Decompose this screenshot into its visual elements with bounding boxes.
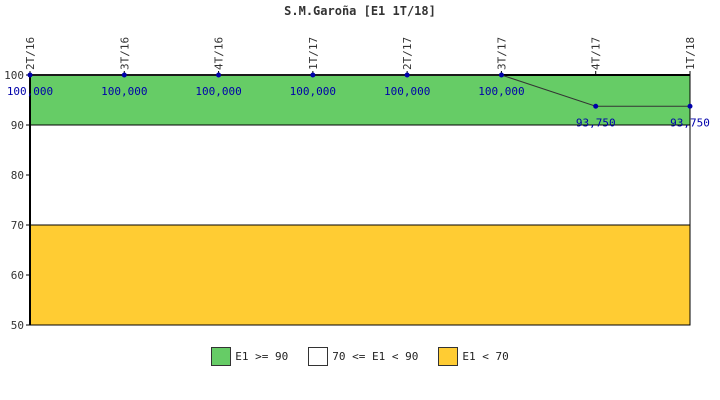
series-line-0 — [30, 74, 690, 107]
y-tick-label-5: 100 — [4, 69, 24, 82]
data-point-7 — [687, 103, 693, 109]
data-label-5: 100,000 — [478, 85, 524, 98]
data-point-1 — [121, 72, 127, 78]
data-label-6: 93,750 — [576, 116, 616, 129]
legend-swatch-1 — [308, 346, 329, 366]
data-point-0 — [27, 72, 33, 78]
band-1 — [29, 124, 691, 226]
data-label-2: 100,000 — [195, 85, 241, 98]
data-label-1: 100,000 — [101, 85, 147, 98]
legend-swatch-2 — [438, 346, 459, 366]
legend-swatch-0 — [211, 346, 232, 366]
data-point-3 — [310, 72, 316, 78]
x-tick-label-0: 2T/16 — [24, 37, 37, 70]
data-label-7: 93,750 — [670, 116, 710, 129]
legend: E1 >= 90 70 <= E1 < 90 E1 < 70 — [0, 344, 720, 368]
data-label-3: 100,000 — [290, 85, 336, 98]
series-layer — [27, 72, 693, 109]
legend-item-1: 70 <= E1 < 90 — [308, 346, 419, 366]
x-tick-label-1: 3T/16 — [118, 37, 131, 70]
x-tick-label-2: 4T/16 — [213, 37, 226, 70]
data-label-0: 100,000 — [7, 85, 53, 98]
bands-layer — [29, 74, 691, 326]
data-point-2 — [216, 72, 222, 78]
y-tick-label-0: 50 — [11, 319, 24, 332]
data-point-5 — [498, 72, 504, 78]
band-2 — [29, 224, 691, 326]
data-label-4: 100,000 — [384, 85, 430, 98]
x-tick-label-5: 3T/17 — [495, 37, 508, 70]
chart-title: S.M.Garoña [E1 1T/18] — [284, 4, 436, 18]
y-tick-label-4: 90 — [11, 119, 24, 132]
band-0 — [29, 74, 691, 126]
y-tick-label-3: 80 — [11, 169, 24, 182]
y-tick-label-1: 60 — [11, 269, 24, 282]
x-tick-label-4: 2T/17 — [401, 37, 414, 70]
legend-item-0: E1 >= 90 — [211, 346, 289, 366]
legend-label-0: E1 >= 90 — [235, 349, 289, 363]
legend-item-2: E1 < 70 — [438, 346, 509, 366]
y-tick-label-2: 70 — [11, 219, 24, 232]
x-tick-label-7: 1T/18 — [684, 37, 697, 70]
data-point-6 — [593, 103, 599, 109]
legend-label-2: E1 < 70 — [462, 349, 509, 363]
labels-layer: 100,000 100,000 100,000 100,000 100,000 100,0… — [7, 85, 710, 129]
data-point-4 — [404, 72, 410, 78]
x-tick-label-6: 4T/17 — [590, 37, 603, 70]
legend-label-1: 70 <= E1 < 90 — [332, 349, 419, 363]
x-tick-label-3: 1T/17 — [307, 37, 320, 70]
